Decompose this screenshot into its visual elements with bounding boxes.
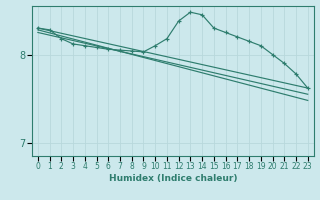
X-axis label: Humidex (Indice chaleur): Humidex (Indice chaleur) [108,174,237,183]
